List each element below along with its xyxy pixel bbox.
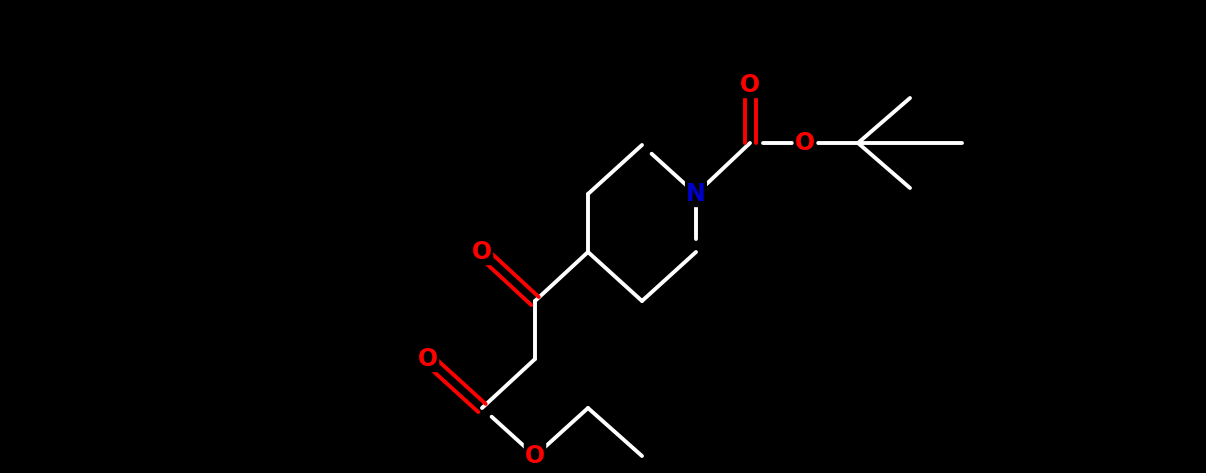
Text: O: O	[418, 347, 438, 371]
Text: O: O	[472, 240, 492, 264]
Text: O: O	[740, 73, 760, 97]
Text: N: N	[686, 182, 706, 206]
Text: O: O	[795, 131, 815, 155]
Text: O: O	[525, 444, 545, 468]
